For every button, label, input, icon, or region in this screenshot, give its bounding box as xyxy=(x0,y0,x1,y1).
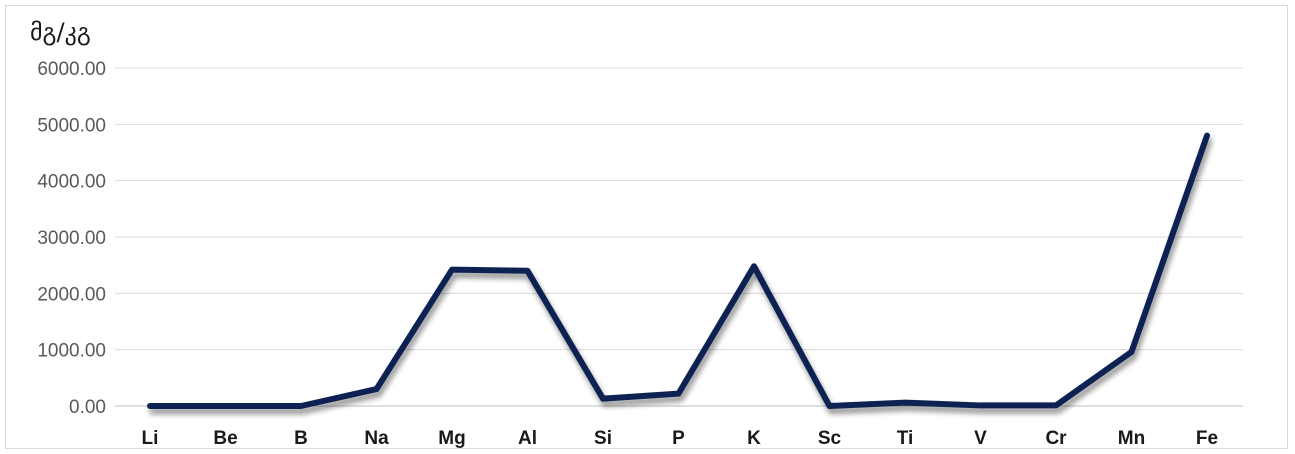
y-tick-label: 2000.00 xyxy=(37,284,106,305)
x-tick-label: V xyxy=(974,428,987,449)
x-tick-label: Be xyxy=(213,428,237,449)
y-tick-label: 5000.00 xyxy=(37,115,106,136)
x-tick-label: Al xyxy=(518,428,537,449)
x-axis-ticks: Li Be B Na Mg Al Si P K Sc Ti V Cr Mn Fe xyxy=(142,428,1219,449)
y-tick-label: 3000.00 xyxy=(37,228,106,249)
chart-frame xyxy=(5,5,1288,449)
y-axis-unit-label: მგ/კგ xyxy=(30,18,91,46)
series-layer xyxy=(147,132,1210,409)
x-tick-label: Mn xyxy=(1118,428,1145,449)
y-axis-ticks: 0.00 1000.00 2000.00 3000.00 4000.00 5000.00 6… xyxy=(37,59,106,418)
x-tick-label: K xyxy=(747,428,761,449)
x-tick-label: B xyxy=(294,428,308,449)
series-line xyxy=(147,132,1210,409)
x-tick-label: Mg xyxy=(438,428,465,449)
x-tick-label: Cr xyxy=(1045,428,1067,449)
x-tick-label: Li xyxy=(142,428,159,449)
x-tick-label: Na xyxy=(364,428,389,449)
y-tick-label: 0.00 xyxy=(69,397,106,418)
x-tick-label: P xyxy=(672,428,685,449)
x-tick-label: Si xyxy=(594,428,612,449)
y-tick-label: 1000.00 xyxy=(37,341,106,362)
x-tick-label: Fe xyxy=(1196,428,1218,449)
y-tick-label: 4000.00 xyxy=(37,172,106,193)
x-tick-label: Sc xyxy=(818,428,842,449)
x-tick-label: Ti xyxy=(897,428,914,449)
gridlines xyxy=(115,67,1243,407)
y-tick-label: 6000.00 xyxy=(37,59,106,80)
